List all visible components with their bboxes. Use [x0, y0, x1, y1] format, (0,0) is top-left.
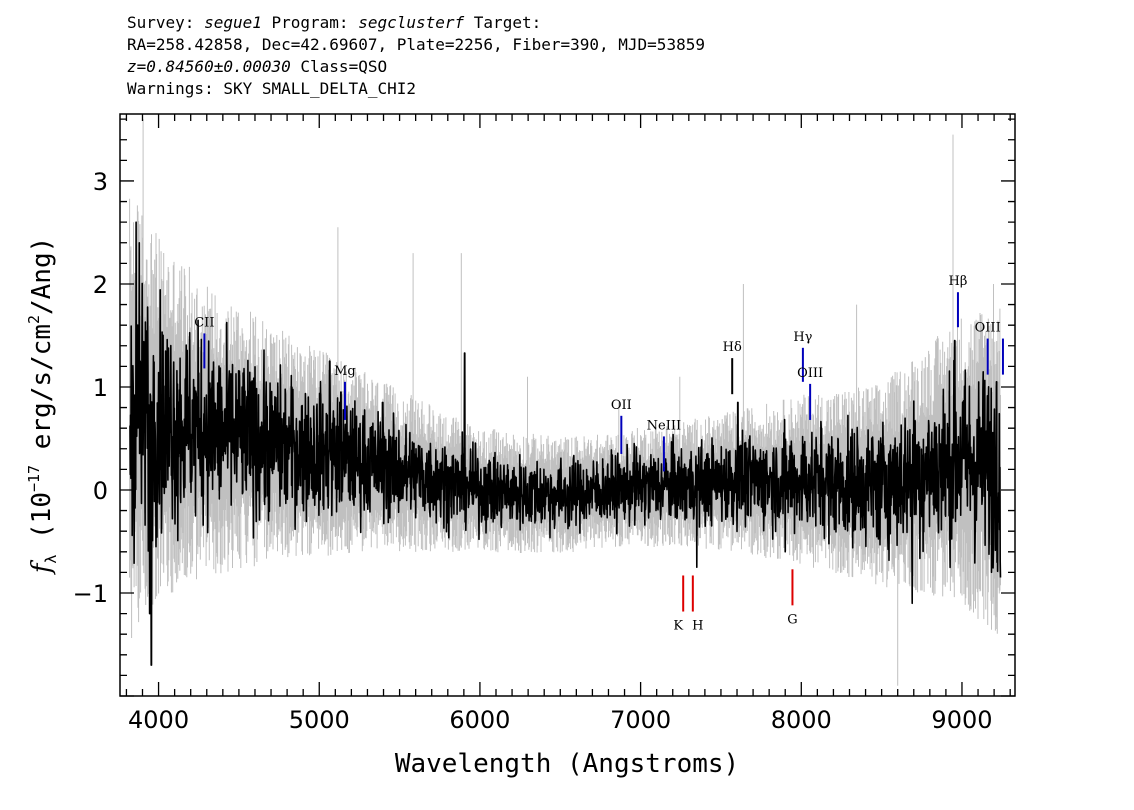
line-marker-label-6: OIII: [797, 366, 823, 381]
plot-frame: [119, 113, 1016, 697]
header-line-warnings: Warnings: SKY SMALL_DELTA_CHI2: [127, 79, 416, 98]
line-marker-label-7: Hβ: [949, 274, 968, 289]
line-marker-label-1: Mg: [334, 364, 356, 379]
tick-marks: [120, 114, 1015, 697]
line-marker-label-2: OII: [611, 398, 632, 413]
x-tick-label-7000: 7000: [610, 706, 671, 734]
y-title-exponent: −17: [25, 465, 43, 492]
line-marker-label-12: G: [787, 612, 797, 627]
program-name: segclusterf: [358, 13, 465, 32]
redshift-value: z=0.84560±0.00030: [127, 57, 291, 76]
spectrum-header: Survey: segue1 Program: segclusterf Targ…: [127, 12, 705, 100]
y-tick-label--1: −1: [73, 580, 108, 608]
y-tick-labels: −1 0 1 2 3: [73, 168, 108, 608]
header-line-survey: Survey: segue1 Program: segclusterf Targ…: [127, 12, 705, 34]
line-marker-label-0: CII: [194, 315, 214, 330]
flux-line: [129, 221, 1002, 666]
axis-ticks: [120, 114, 1015, 697]
line-marker-label-4: Hδ: [723, 340, 742, 355]
line-marker-label-10: K: [673, 619, 683, 634]
program-prefix: Program:: [261, 13, 359, 32]
line-marker-label-8: OIII: [975, 321, 1001, 336]
x-tick-label-9000: 9000: [931, 706, 992, 734]
y-title-units: erg/s/cm: [27, 324, 57, 465]
x-tick-label-4000: 4000: [128, 706, 189, 734]
error-band: [129, 119, 1001, 686]
line-marker-label-3: NeIII: [647, 418, 681, 433]
x-tick-label-5000: 5000: [289, 706, 350, 734]
y-title-prefix: (10: [27, 492, 57, 555]
y-tick-label-0: 0: [93, 477, 108, 505]
class-value: Class=QSO: [290, 57, 388, 76]
line-marker-label-5: Hγ: [793, 330, 812, 345]
target-label: Target:: [464, 13, 542, 32]
x-axis-title: Wavelength (Angstroms): [395, 749, 739, 779]
flux-series: [129, 221, 1002, 666]
y-title-subscript: λ: [42, 555, 60, 564]
y-tick-label-1: 1: [93, 374, 108, 402]
x-tick-label-8000: 8000: [771, 706, 832, 734]
x-tick-label-6000: 6000: [449, 706, 510, 734]
y-tick-label-2: 2: [93, 271, 108, 299]
header-line-redshift: z=0.84560±0.00030 Class=QSO: [127, 56, 705, 78]
line-marker-label-11: H: [692, 619, 703, 634]
y-tick-label-3: 3: [93, 168, 108, 196]
survey-name: segue1: [204, 13, 262, 32]
y-title-suffix: /Ang): [27, 237, 57, 315]
y-axis-title: fλ (10−17 erg/s/cm2/Ang): [25, 237, 60, 576]
line-markers: CII Mg OII NeIII Hδ Hγ OIII Hβ OIII K H G: [194, 274, 1004, 634]
x-tick-labels: 4000 5000 6000 7000 8000 9000: [128, 706, 992, 734]
header-line-coordinates: RA=258.42858, Dec=42.69607, Plate=2256, …: [127, 35, 705, 54]
survey-prefix: Survey:: [127, 13, 205, 32]
y-title-area-exponent: 2: [25, 315, 43, 324]
error-series: [129, 119, 1001, 686]
